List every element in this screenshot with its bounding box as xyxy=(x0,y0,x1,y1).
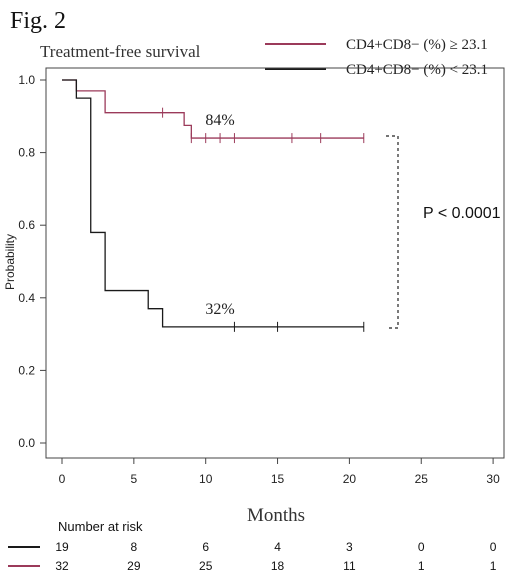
risk-value: 29 xyxy=(127,559,141,573)
plot-frame xyxy=(45,67,505,459)
risk-table: 19 8 6 4 3 0 032 29 25 18 11 1 1 xyxy=(8,540,497,573)
survival-curves xyxy=(62,79,365,332)
figure-label: Fig. 2 xyxy=(10,8,66,34)
y-tick-label: 0.2 xyxy=(18,363,35,377)
y-tick-label: 0.6 xyxy=(18,218,35,232)
risk-value: 18 xyxy=(271,559,285,573)
legend: CD4+CD8− (%) ≥ 23.1 CD4+CD8− (%) < 23.1 xyxy=(265,37,488,78)
curve-annotation: 84% xyxy=(205,112,234,129)
x-tick-label: 10 xyxy=(199,472,213,486)
risk-value: 4 xyxy=(274,540,281,554)
risk-value: 1 xyxy=(418,559,425,573)
p-value: P < 0.0001 xyxy=(423,205,501,222)
y-tick-label: 0.0 xyxy=(18,436,35,450)
x-tick-label: 5 xyxy=(131,472,138,486)
comparison-bracket xyxy=(386,135,399,329)
survival-line-1 xyxy=(62,79,364,328)
chart-title: Treatment-free survival xyxy=(40,42,201,61)
risk-value: 8 xyxy=(131,540,138,554)
x-axis-label: Months xyxy=(247,505,305,526)
x-tick-label: 25 xyxy=(415,472,429,486)
chart-annotations: 84% 32% xyxy=(205,112,234,318)
x-tick-label: 15 xyxy=(271,472,285,486)
risk-table-label: Number at risk xyxy=(58,519,143,534)
survival-line-0 xyxy=(62,79,364,139)
risk-value: 0 xyxy=(418,540,425,554)
axis-ticks: 0.0 0.2 0.4 0.6 0.8 1.0 0 5 10 15 20 25 30 xyxy=(18,73,500,486)
x-tick-label: 20 xyxy=(343,472,357,486)
risk-value: 0 xyxy=(490,540,497,554)
y-tick-label: 0.8 xyxy=(18,146,35,160)
y-tick-label: 1.0 xyxy=(18,73,35,87)
risk-value: 3 xyxy=(346,540,353,554)
risk-value: 25 xyxy=(199,559,213,573)
risk-value: 11 xyxy=(343,559,356,573)
risk-value: 6 xyxy=(202,540,209,554)
legend-label-low: CD4+CD8− (%) < 23.1 xyxy=(346,62,488,78)
legend-label-high: CD4+CD8− (%) ≥ 23.1 xyxy=(346,37,488,53)
x-tick-label: 0 xyxy=(59,472,66,486)
risk-value: 32 xyxy=(55,559,69,573)
y-tick-label: 0.4 xyxy=(18,291,35,305)
y-axis-label: Probability xyxy=(3,234,17,290)
risk-value: 1 xyxy=(490,559,497,573)
risk-value: 19 xyxy=(55,540,69,554)
x-tick-label: 30 xyxy=(486,472,500,486)
curve-annotation: 32% xyxy=(205,301,234,318)
